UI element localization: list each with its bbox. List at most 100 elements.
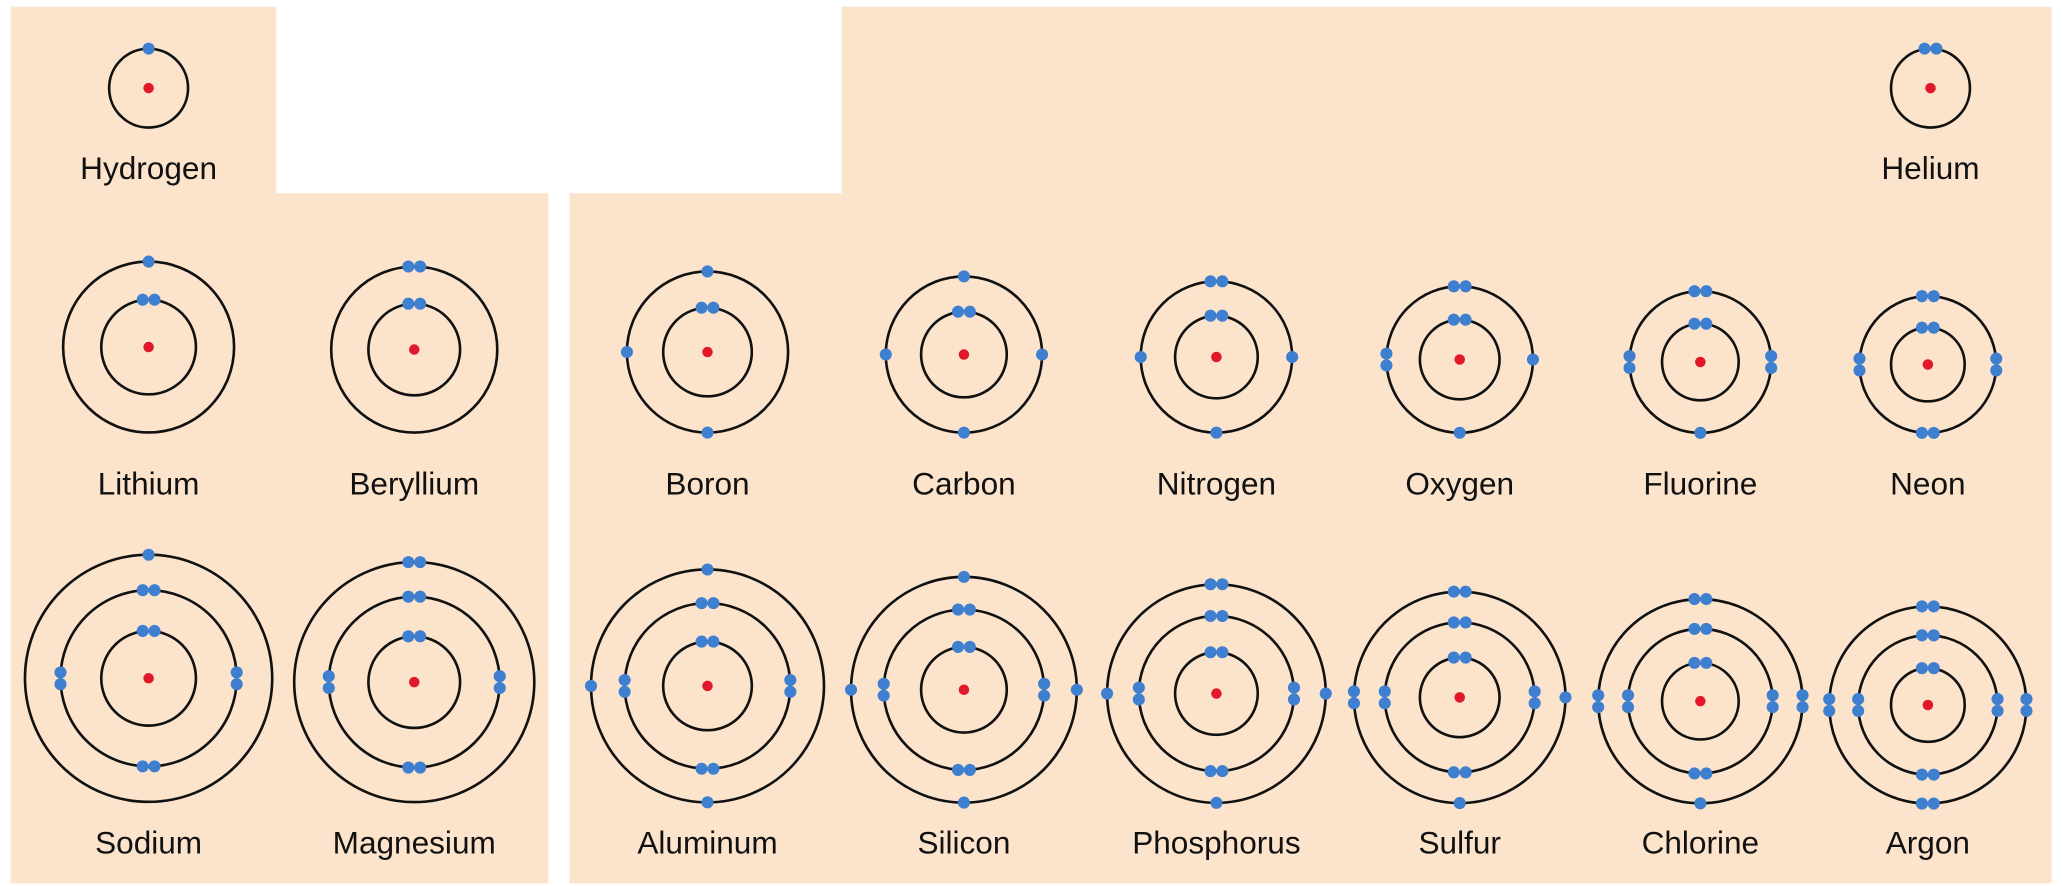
electron (1916, 662, 1928, 674)
electron (585, 680, 597, 692)
electron (964, 641, 976, 653)
electron (148, 760, 160, 772)
electron (1992, 705, 2004, 717)
electron (701, 427, 713, 439)
electron (1204, 275, 1216, 287)
electron (696, 636, 708, 648)
electron (701, 265, 713, 277)
element-name: Phosphorus (1132, 825, 1300, 861)
electron (2020, 693, 2032, 705)
electron (414, 630, 426, 642)
electron (964, 306, 976, 318)
element-name: Neon (1890, 466, 1965, 502)
electron (958, 270, 970, 282)
electron (707, 302, 719, 314)
electron (1210, 797, 1222, 809)
electron (1448, 652, 1460, 664)
electron (1216, 765, 1228, 777)
electron (958, 427, 970, 439)
element-name: Beryllium (349, 466, 479, 502)
electron (1928, 322, 1940, 334)
electron (1916, 629, 1928, 641)
electron (1919, 43, 1931, 55)
electron (1288, 682, 1300, 694)
electron (1286, 351, 1298, 363)
electron (323, 670, 335, 682)
electron (696, 597, 708, 609)
electron (707, 597, 719, 609)
electron (1592, 701, 1604, 713)
electron (784, 686, 796, 698)
electron (1928, 290, 1940, 302)
electron (1765, 350, 1777, 362)
electron (1448, 314, 1460, 326)
electron (1216, 310, 1228, 322)
electron (1448, 616, 1460, 628)
electron (402, 298, 414, 310)
electron (952, 641, 964, 653)
electron (1101, 688, 1113, 700)
electron (1990, 353, 2002, 365)
element-name: Sulfur (1418, 825, 1500, 861)
electron (1688, 593, 1700, 605)
electron (696, 763, 708, 775)
electron (1992, 693, 2004, 705)
electron (1688, 767, 1700, 779)
electron (1380, 359, 1392, 371)
electron (231, 666, 243, 678)
electron (707, 636, 719, 648)
electron (1853, 364, 1865, 376)
electron (402, 630, 414, 642)
electron (1700, 318, 1712, 330)
nucleus (1695, 696, 1706, 707)
electron (1559, 691, 1571, 703)
electron (952, 604, 964, 616)
electron (1823, 693, 1835, 705)
electron (1204, 610, 1216, 622)
electron (1460, 586, 1472, 598)
electron (952, 306, 964, 318)
electron (1990, 364, 2002, 376)
nucleus (1454, 354, 1465, 365)
electron (1379, 685, 1391, 697)
nucleus (409, 677, 420, 688)
electron (143, 256, 155, 268)
electron (1622, 701, 1634, 713)
electron (231, 678, 243, 690)
element-name: Fluorine (1643, 466, 1757, 502)
nucleus (1695, 357, 1706, 368)
electron (1765, 362, 1777, 374)
electron (1460, 314, 1472, 326)
electron (143, 43, 155, 55)
nucleus (702, 347, 713, 358)
electron (1133, 693, 1145, 705)
electron (414, 591, 426, 603)
element-name: Nitrogen (1157, 466, 1276, 502)
nucleus (1925, 83, 1936, 94)
electron (494, 682, 506, 694)
nucleus (1923, 700, 1934, 711)
electron (1348, 685, 1360, 697)
electron (1216, 578, 1228, 590)
electron (1928, 769, 1940, 781)
electron (1135, 351, 1147, 363)
electron (137, 584, 149, 596)
electron (1916, 600, 1928, 612)
electron (1460, 616, 1472, 628)
electron (143, 549, 155, 561)
electron (619, 674, 631, 686)
electron (402, 762, 414, 774)
element-name: Hydrogen (80, 150, 217, 186)
electron (148, 625, 160, 637)
electron (1700, 623, 1712, 635)
electron (1767, 701, 1779, 713)
nucleus (143, 83, 154, 94)
bohr-diagram: HydrogenHeliumLithiumBerylliumBoronCarbo… (0, 0, 2062, 886)
electron (1700, 767, 1712, 779)
element-name: Oxygen (1405, 466, 1514, 502)
electron (1038, 678, 1050, 690)
electron (1204, 578, 1216, 590)
electron (1916, 322, 1928, 334)
element-name: Sodium (95, 825, 202, 861)
electron (1288, 693, 1300, 705)
